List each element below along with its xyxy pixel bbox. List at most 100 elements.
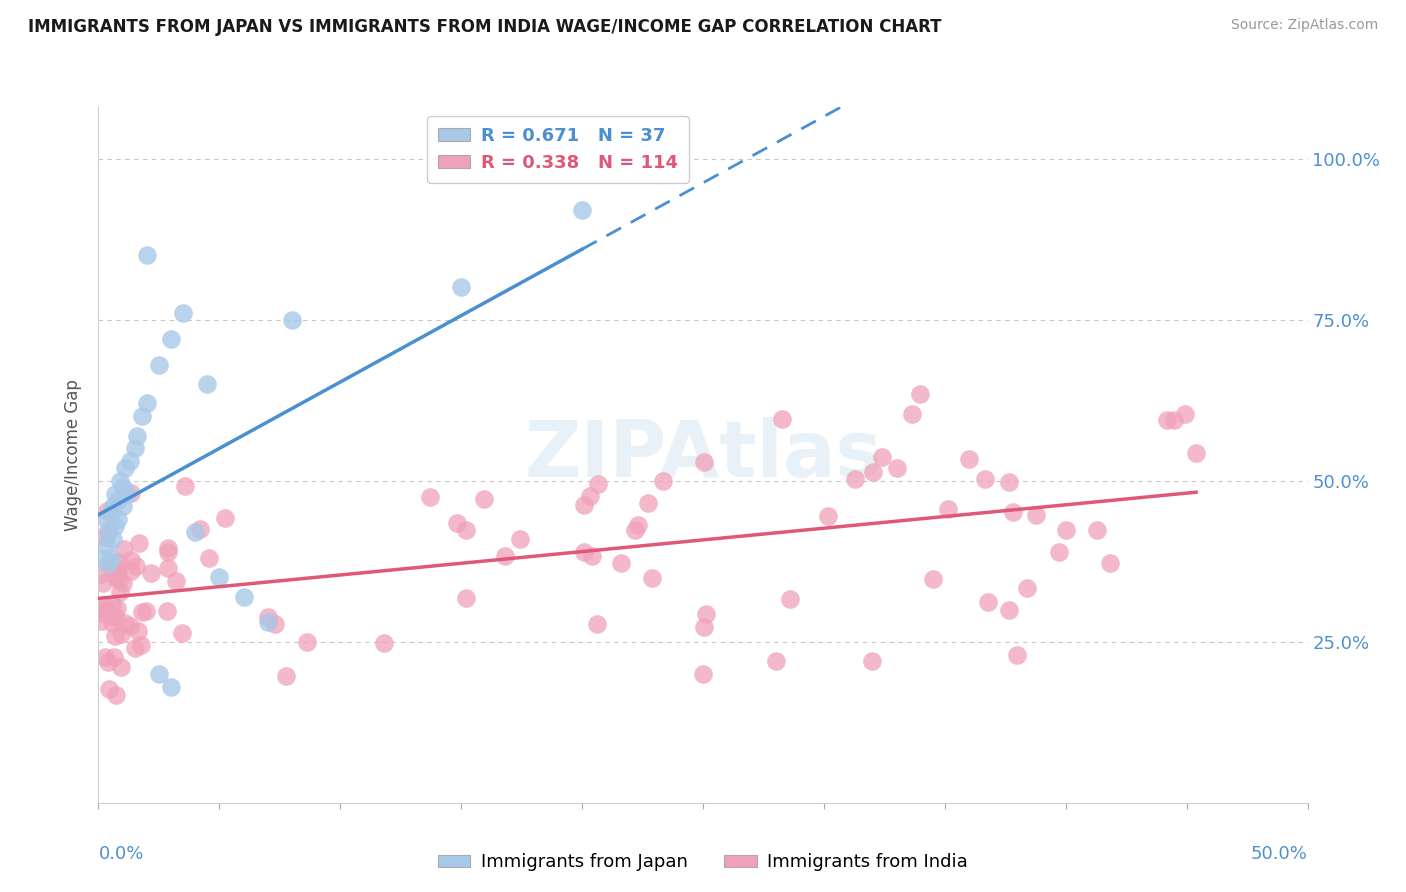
Point <box>695 607 717 621</box>
Point <box>844 472 866 486</box>
Point <box>118 454 141 468</box>
Point <box>886 460 908 475</box>
Point <box>160 332 183 346</box>
Point <box>184 525 207 540</box>
Point <box>1047 544 1070 558</box>
Point <box>160 680 183 694</box>
Point <box>936 502 959 516</box>
Point <box>104 518 127 533</box>
Point <box>131 605 153 619</box>
Point <box>135 603 157 617</box>
Point <box>872 450 894 465</box>
Point <box>174 479 197 493</box>
Point <box>94 604 117 618</box>
Point <box>997 475 1019 489</box>
Point <box>572 544 595 558</box>
Point <box>263 616 285 631</box>
Point <box>103 649 125 664</box>
Point <box>111 480 134 494</box>
Point <box>90 607 112 621</box>
Point <box>112 542 135 557</box>
Point <box>157 545 180 559</box>
Point <box>148 667 170 681</box>
Point <box>135 248 157 262</box>
Point <box>112 575 135 590</box>
Point <box>977 594 1000 608</box>
Point <box>817 508 839 523</box>
Point <box>100 561 122 575</box>
Point <box>124 442 146 456</box>
Point <box>97 656 120 670</box>
Point <box>110 660 132 674</box>
Point <box>94 538 117 552</box>
Point <box>111 500 134 514</box>
Point <box>100 610 122 624</box>
Point <box>973 472 995 486</box>
Point <box>610 557 633 571</box>
Point <box>108 474 131 488</box>
Text: IMMIGRANTS FROM JAPAN VS IMMIGRANTS FROM INDIA WAGE/INCOME GAP CORRELATION CHART: IMMIGRANTS FROM JAPAN VS IMMIGRANTS FROM… <box>28 18 942 36</box>
Point <box>97 525 120 540</box>
Point <box>107 493 129 508</box>
Point <box>120 564 142 578</box>
Point <box>419 491 441 505</box>
Point <box>214 510 236 524</box>
Point <box>1185 446 1208 460</box>
Point <box>101 532 124 546</box>
Point <box>104 689 127 703</box>
Point <box>693 455 716 469</box>
Point <box>472 491 495 506</box>
Point <box>232 590 254 604</box>
Point <box>118 619 141 633</box>
Point <box>295 634 318 648</box>
Point <box>129 638 152 652</box>
Point <box>120 485 142 500</box>
Point <box>172 306 194 320</box>
Point <box>1054 524 1077 538</box>
Point <box>652 474 675 488</box>
Point <box>107 512 129 526</box>
Point <box>100 551 122 566</box>
Point <box>586 616 609 631</box>
Point <box>1085 523 1108 537</box>
Point <box>373 636 395 650</box>
Point <box>131 409 153 424</box>
Point <box>101 500 124 514</box>
Point <box>1174 407 1197 421</box>
Point <box>94 530 117 544</box>
Point <box>1015 582 1038 596</box>
Point <box>90 601 112 615</box>
Point <box>114 460 136 475</box>
Point <box>779 592 801 607</box>
Point <box>281 312 304 326</box>
Point <box>93 598 115 612</box>
Point <box>188 522 211 536</box>
Point <box>127 428 149 442</box>
Point <box>110 627 132 641</box>
Point <box>1098 556 1121 570</box>
Point <box>957 452 980 467</box>
Y-axis label: Wage/Income Gap: Wage/Income Gap <box>65 379 83 531</box>
Point <box>170 625 193 640</box>
Point <box>494 549 516 564</box>
Point <box>165 574 187 588</box>
Point <box>105 610 128 624</box>
Point <box>128 536 150 550</box>
Point <box>90 566 112 581</box>
Point <box>910 387 932 401</box>
Point <box>900 407 922 421</box>
Point <box>107 566 129 580</box>
Point <box>124 640 146 655</box>
Point <box>257 610 280 624</box>
Text: 50.0%: 50.0% <box>1251 845 1308 863</box>
Point <box>156 561 179 575</box>
Point <box>104 571 127 585</box>
Point <box>105 601 128 615</box>
Point <box>208 570 231 584</box>
Point <box>579 489 602 503</box>
Point <box>101 598 124 612</box>
Point <box>693 620 716 634</box>
Point <box>1002 505 1025 519</box>
Point <box>96 504 118 518</box>
Text: 0.0%: 0.0% <box>98 845 143 863</box>
